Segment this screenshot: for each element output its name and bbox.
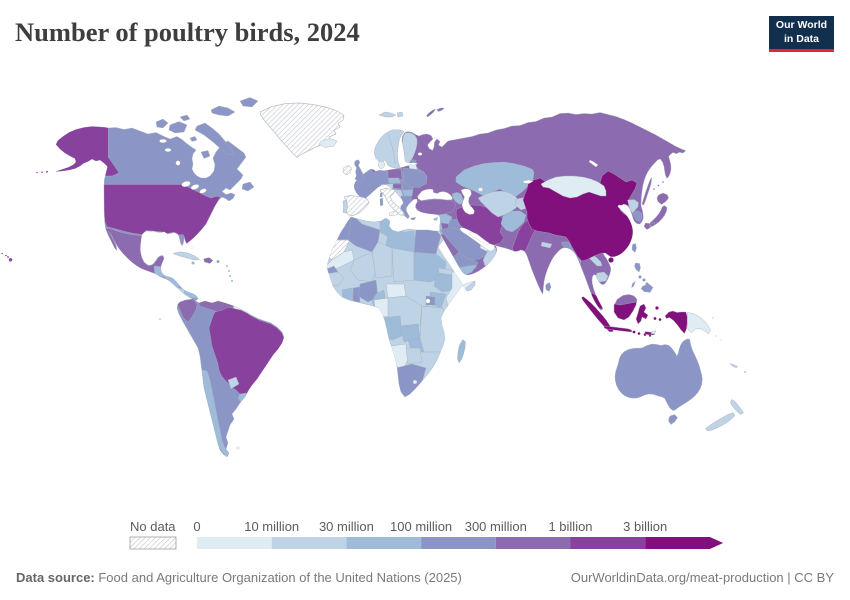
svg-text:1 billion: 1 billion	[548, 519, 592, 534]
svg-text:300 million: 300 million	[465, 519, 527, 534]
svg-text:No data: No data	[130, 519, 176, 534]
svg-text:0: 0	[193, 519, 200, 534]
svg-text:100 million: 100 million	[390, 519, 452, 534]
svg-text:30 million: 30 million	[319, 519, 374, 534]
svg-text:10 million: 10 million	[244, 519, 299, 534]
svg-text:3 billion: 3 billion	[623, 519, 667, 534]
